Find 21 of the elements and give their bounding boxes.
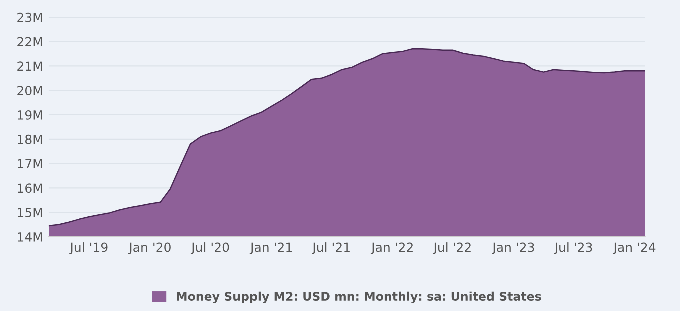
y-tick-label: 19M (18, 110, 42, 120)
x-tick-label: Jul '20 (190, 242, 230, 255)
y-tick-label: 22M (18, 37, 42, 47)
x-tick-label: Jul '23 (554, 242, 592, 255)
x-tick-label: Jan '21 (250, 242, 292, 255)
y-tick-label: 16M (18, 184, 42, 194)
y-tick-label: 21M (18, 62, 42, 71)
x-tick-label: Jul '21 (312, 242, 350, 255)
y-tick-label: 20M (18, 86, 42, 96)
x-tick-label: Jan '20 (128, 242, 171, 255)
y-tick-label: 23M (18, 12, 42, 22)
y-tick-label: 18M (18, 134, 42, 144)
y-tick-label: 17M (18, 159, 42, 169)
x-tick-label: Jan '24 (613, 242, 656, 255)
y-tick-label: 15M (18, 208, 42, 218)
x-tick-label: Jul '22 (433, 242, 471, 255)
x-tick-label: Jul '19 (70, 242, 108, 255)
x-tick-label: Jan '23 (492, 242, 534, 255)
legend-label: Money Supply M2: USD mn: Monthly: sa: United States (177, 292, 542, 304)
y-tick-label: 14M (18, 232, 42, 242)
x-tick-label: Jan '22 (370, 242, 413, 255)
